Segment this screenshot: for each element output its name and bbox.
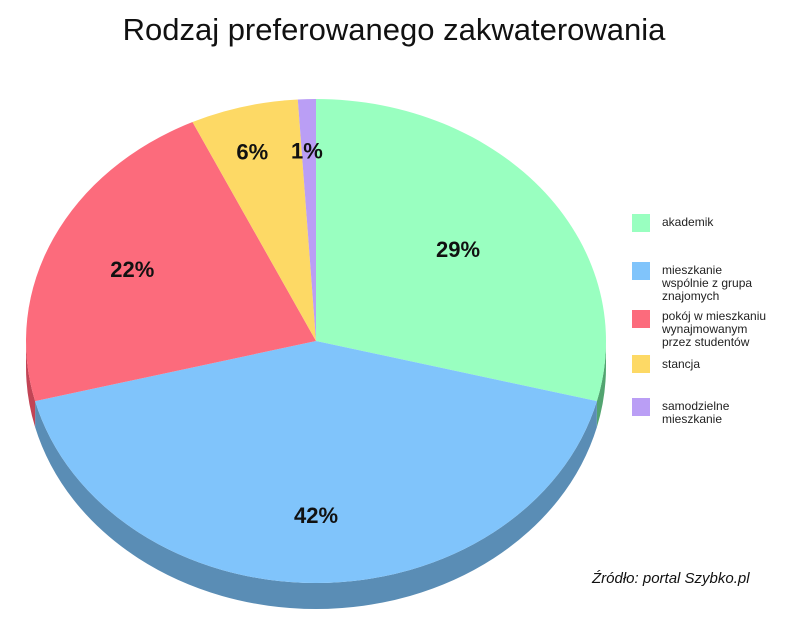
pie-slices: [25, 99, 606, 583]
pie-value-label-2: 22%: [110, 257, 154, 282]
pie-slice-2: [25, 122, 316, 402]
pie-slice-0: [316, 99, 606, 402]
legend-swatch: [632, 355, 650, 373]
legend-swatch: [632, 214, 650, 232]
pie-value-labels: 29% 42% 22% 6% 1%: [110, 138, 480, 528]
pie-side-1: [35, 401, 597, 609]
source-note: Źródło: portal Szybko.pl: [592, 570, 750, 587]
pie-slice-1: [35, 341, 597, 583]
legend-label: pokój w mieszkaniu wynajmowanym przez st…: [662, 309, 767, 349]
pie-side-0: [596, 341, 606, 428]
legend-swatch: [632, 262, 650, 280]
legend-label: stancja: [662, 357, 701, 371]
chart-title: Rodzaj preferowanego zakwaterowania: [122, 12, 666, 47]
legend-label: akademik: [662, 215, 714, 229]
legend-label: mieszkanie wspólnie z grupa znajomych: [662, 263, 753, 303]
legend-swatch: [632, 398, 650, 416]
pie-value-label-3: 6%: [236, 139, 268, 164]
pie-value-label-1: 42%: [294, 503, 338, 528]
legend-label: samodzielne mieszkanie: [662, 399, 730, 426]
pie-slice-3: [192, 99, 316, 341]
pie-side-2: [26, 341, 36, 428]
pie-slice-4: [297, 99, 316, 341]
pie-value-label-0: 29%: [436, 237, 480, 262]
pie-sides: [26, 341, 606, 609]
pie-value-label-4: 1%: [291, 138, 323, 163]
legend-swatch: [632, 310, 650, 328]
